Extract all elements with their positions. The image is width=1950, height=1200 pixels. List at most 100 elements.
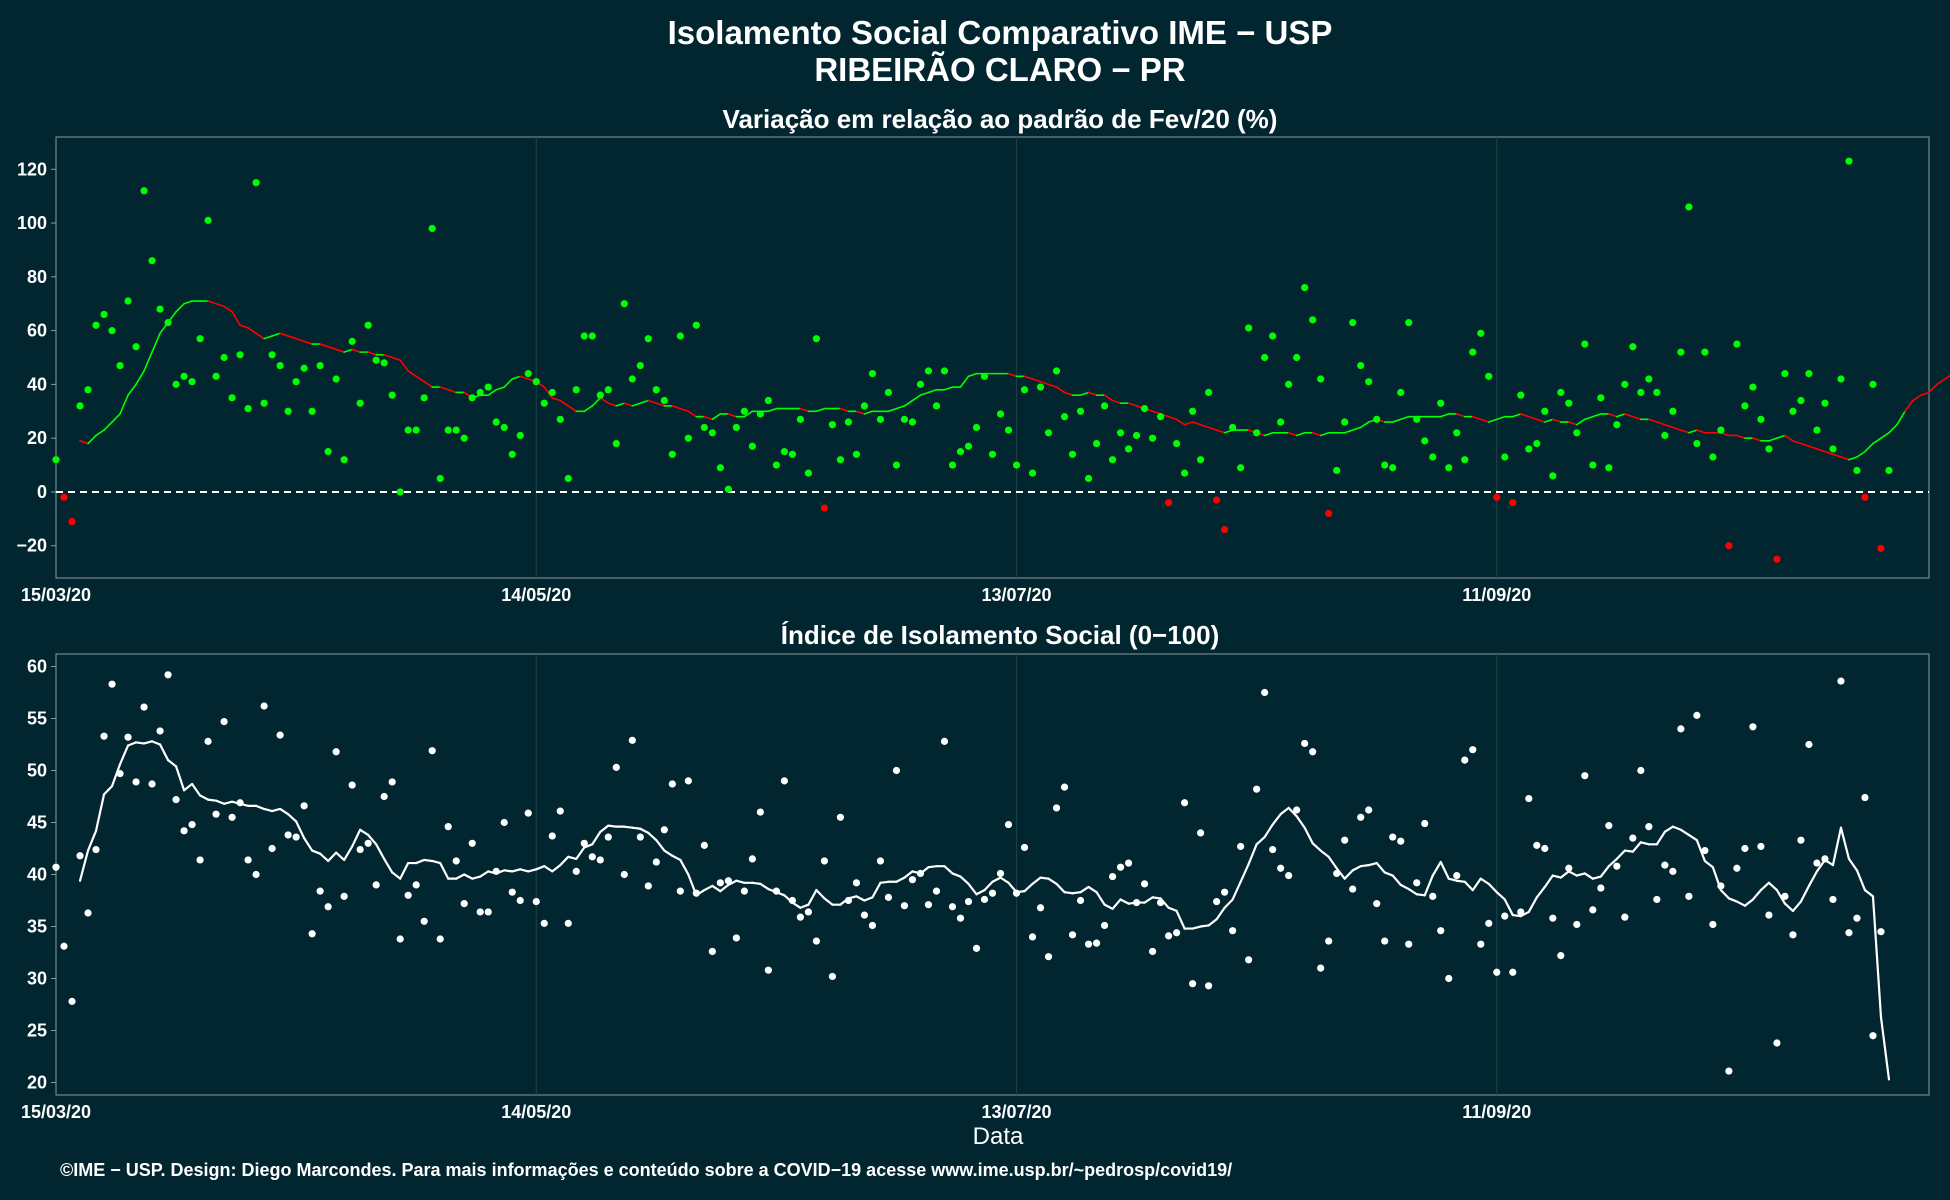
data-point: [972, 944, 981, 952]
moving-average-segment: [927, 388, 938, 394]
x-tick-label: 15/03/20: [21, 585, 91, 605]
data-point: [1861, 493, 1869, 501]
data-point: [364, 839, 372, 847]
panel1-title: Variação em relação ao padrão de Fev/20 …: [723, 104, 1278, 134]
data-point: [1068, 450, 1077, 458]
moving-average-segment: [871, 881, 882, 899]
data-point: [428, 224, 436, 233]
moving-average-segment: [495, 386, 506, 391]
data-point: [92, 845, 100, 854]
data-point: [1036, 904, 1045, 912]
data-point: [884, 388, 893, 397]
moving-average-segment: [1399, 415, 1410, 421]
data-point: [1525, 445, 1533, 453]
moving-average-segment: [391, 871, 402, 880]
moving-average-segment: [1479, 418, 1490, 423]
data-point: [1669, 867, 1677, 875]
data-point: [1589, 461, 1597, 469]
data-point: [1309, 316, 1317, 324]
moving-average-segment: [1783, 902, 1795, 913]
data-point: [1773, 555, 1781, 563]
data-point: [764, 966, 772, 974]
moving-average-segment: [1936, 378, 1946, 386]
moving-average-segment: [599, 824, 610, 833]
data-point: [1877, 544, 1885, 553]
moving-average-segment: [399, 359, 409, 372]
data-point: [1797, 836, 1805, 844]
data-point: [1533, 841, 1541, 849]
moving-average-segment: [255, 804, 266, 811]
moving-average-segment: [1807, 870, 1819, 888]
moving-average-segment: [1103, 394, 1114, 402]
moving-average-segment: [1719, 889, 1730, 900]
moving-average-segment: [431, 859, 442, 865]
data-point: [1301, 739, 1309, 748]
moving-average-segment: [687, 410, 698, 418]
data-point: [1701, 846, 1709, 855]
data-point: [100, 732, 108, 740]
moving-average-segment: [311, 849, 322, 855]
data-point: [972, 423, 981, 432]
moving-average-segment: [239, 324, 249, 329]
moving-average-segment: [119, 394, 129, 415]
x-tick-label: 14/05/20: [501, 585, 571, 605]
data-point: [140, 187, 148, 195]
moving-average-segment: [1551, 874, 1562, 879]
moving-average-segment: [95, 429, 105, 437]
moving-average-segment: [1503, 898, 1514, 917]
data-point: [508, 450, 516, 458]
moving-average-segment: [623, 402, 634, 407]
data-point: [148, 257, 156, 265]
data-point: [660, 396, 668, 405]
data-point: [796, 913, 804, 921]
moving-average-segment: [1111, 898, 1122, 910]
data-point: [1429, 892, 1437, 900]
data-point: [388, 778, 396, 786]
moving-average-segment: [247, 327, 257, 335]
data-point: [1717, 426, 1725, 434]
data-point: [1197, 456, 1205, 464]
moving-average-segment: [1775, 889, 1787, 905]
moving-average-segment: [1944, 374, 1950, 380]
moving-average-segment: [903, 870, 914, 879]
data-point: [1140, 404, 1149, 413]
data-point: [484, 383, 492, 391]
data-point: [1253, 429, 1261, 437]
data-point: [1629, 834, 1637, 842]
moving-average-segment: [303, 340, 313, 345]
data-point: [1517, 391, 1525, 399]
data-point: [116, 770, 124, 778]
moving-average-segment: [1343, 869, 1354, 880]
moving-average-segment: [1311, 431, 1322, 437]
data-point: [1485, 919, 1493, 927]
data-point: [1485, 372, 1493, 380]
moving-average-segment: [599, 397, 610, 405]
data-point: [1461, 456, 1469, 464]
data-point: [804, 469, 813, 477]
moving-average-segment: [1855, 869, 1867, 892]
panel-variation: 15/03/20 14/05/20 13/07/20 11/09/20 120 100 80…: [16, 136, 1950, 605]
moving-average-segment: [110, 763, 122, 788]
moving-average-segment: [903, 399, 914, 407]
data-point: [1437, 399, 1445, 407]
moving-average-segment: [1111, 399, 1122, 405]
data-point: [852, 879, 861, 887]
data-point: [588, 853, 596, 861]
data-point: [1213, 496, 1221, 504]
data-point: [1413, 879, 1421, 887]
moving-average-segment: [359, 828, 370, 837]
data-point: [940, 367, 949, 375]
data-point: [380, 359, 388, 367]
data-point: [1413, 415, 1421, 423]
data-point: [340, 456, 348, 464]
data-point: [1116, 863, 1125, 871]
moving-average-segment: [335, 348, 345, 353]
data-point: [1533, 439, 1541, 448]
data-point: [156, 727, 164, 735]
moving-average-segment: [1575, 872, 1586, 877]
data-point: [1301, 283, 1309, 292]
moving-average-segment: [1511, 913, 1522, 918]
data-point: [252, 870, 260, 879]
plot-area: [55, 653, 1930, 1096]
moving-average-segment: [135, 370, 145, 386]
